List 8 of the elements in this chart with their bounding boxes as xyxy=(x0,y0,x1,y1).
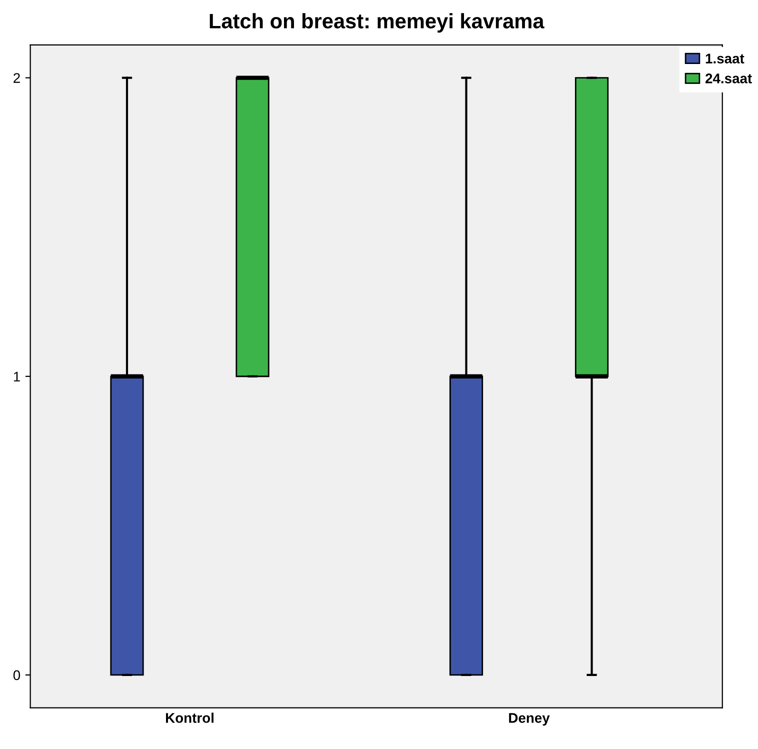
legend-label: 1.saat xyxy=(706,54,744,64)
x-tick-label: Kontrol xyxy=(166,712,214,723)
chart-title: Latch on breast: memeyi kavrama xyxy=(210,13,544,33)
legend-label: 24.saat xyxy=(705,74,752,84)
x-tick-label: Deney xyxy=(509,713,550,726)
y-tick-label: 1 xyxy=(14,372,20,382)
y-tick-label: 0 xyxy=(13,670,20,680)
y-tick-label: 2 xyxy=(14,73,20,83)
